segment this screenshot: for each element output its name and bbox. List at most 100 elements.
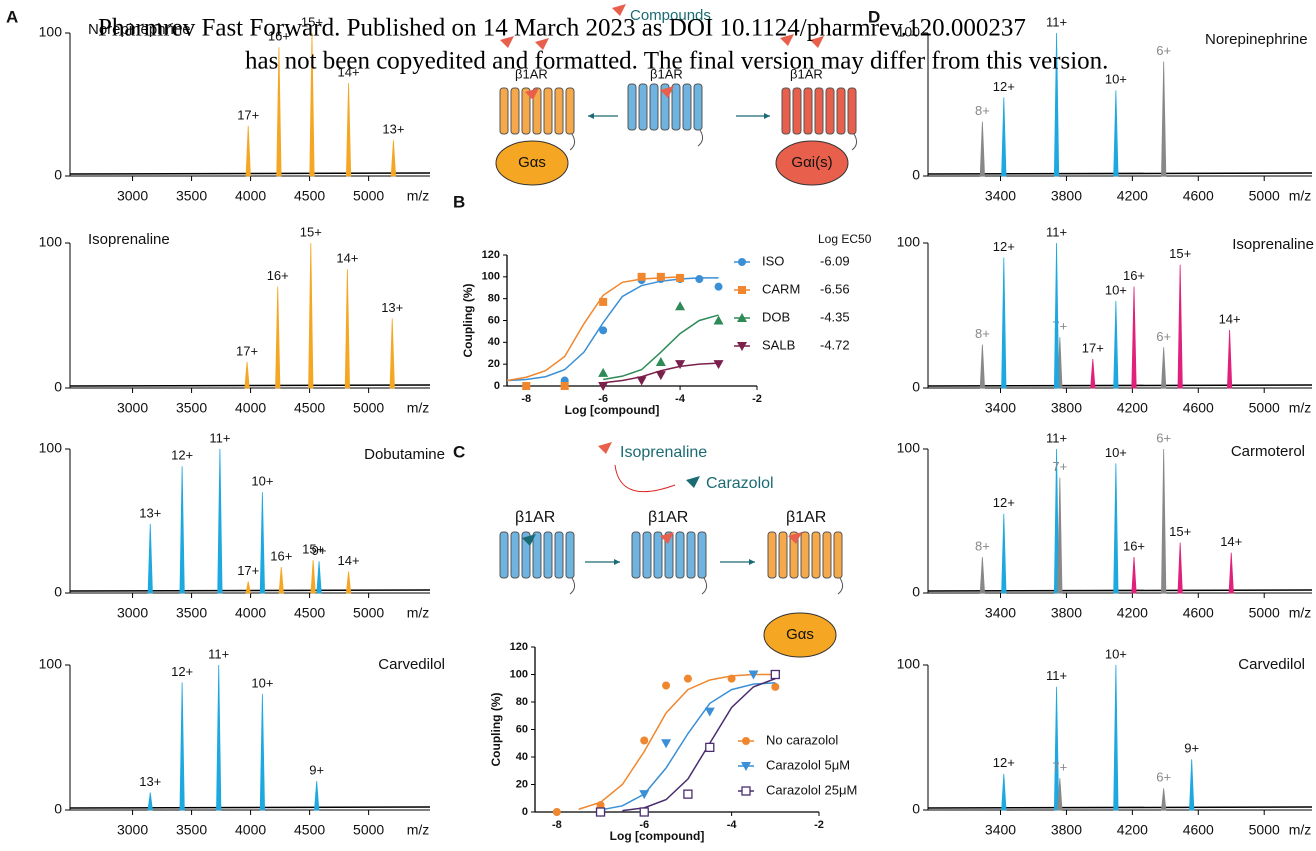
y-tick-label: 100 (897, 234, 921, 250)
y-tick-label: 20 (516, 778, 528, 790)
x-tick-label: 4200 (1117, 605, 1148, 621)
marker (598, 367, 609, 377)
chart-title: Norepinephrine (88, 21, 191, 38)
chart-title: Dobutamine (364, 446, 445, 463)
peak-label: 12+ (171, 448, 193, 463)
x-tick-label: 3400 (985, 188, 1016, 204)
fit-curve (578, 673, 776, 810)
marker (636, 376, 647, 386)
peak (310, 559, 316, 594)
x-tick-label: 4600 (1183, 822, 1214, 838)
peak-label: 15+ (300, 224, 322, 239)
y-tick-label: 120 (510, 641, 528, 653)
peak-label: 12+ (993, 495, 1015, 510)
peak-label: 8+ (975, 103, 990, 118)
x-tick-label: 4500 (294, 188, 325, 204)
marker (661, 739, 672, 749)
peak (259, 492, 266, 594)
marker (705, 742, 715, 753)
helix (510, 87, 520, 135)
peak (308, 242, 314, 389)
helix (803, 87, 813, 135)
helix (532, 87, 542, 135)
helix (554, 87, 564, 135)
marker (748, 670, 759, 680)
peak (979, 344, 986, 389)
legend-marker (741, 762, 751, 771)
baseline-trace (69, 384, 431, 387)
x-tick-label: 3000 (117, 822, 148, 838)
y-tick-label: 100 (897, 440, 921, 456)
peak (979, 121, 986, 177)
peak-label: 11+ (1046, 430, 1067, 445)
marker (560, 382, 569, 390)
legend-marker (737, 313, 747, 322)
x-tick-label: 3500 (176, 188, 207, 204)
helix (671, 83, 681, 131)
peak-label: 13+ (382, 122, 404, 137)
y-tick-label: 0 (522, 806, 528, 818)
peak (1161, 61, 1167, 177)
legend-label: ISO (762, 253, 784, 268)
x-tick-label: 4000 (235, 400, 266, 416)
helix (554, 531, 564, 579)
x-axis-label: Log [compound] (610, 829, 705, 843)
x-tick-label: 4200 (1117, 400, 1148, 416)
peak-label: 10+ (1105, 445, 1127, 460)
chart-title: Carvedilol (378, 656, 445, 673)
peak (1161, 788, 1167, 811)
peak-label: 6+ (1156, 430, 1171, 445)
panel-label: D (868, 7, 880, 26)
receptor-label: β1AR (790, 66, 823, 81)
peak-label: 11+ (208, 646, 229, 661)
receptor-label: β1AR (515, 66, 548, 81)
fit-curve (600, 682, 776, 811)
chart-title: Isoprenaline (88, 231, 170, 248)
helix (532, 531, 542, 579)
fit-curve (506, 276, 681, 382)
g-protein (495, 140, 569, 186)
x-tick-label: 4600 (1183, 188, 1214, 204)
receptor-label: β1AR (650, 66, 683, 81)
peak (1161, 448, 1167, 594)
helix (653, 531, 663, 579)
peak (1131, 556, 1137, 594)
x-tick-label: 5000 (1249, 605, 1280, 621)
peak (389, 318, 395, 389)
peak (1113, 90, 1119, 177)
helix (800, 531, 810, 579)
x-axis-label: m/z (407, 822, 430, 838)
peak (1057, 778, 1063, 811)
peak (1177, 264, 1183, 389)
x-axis-label: m/z (1289, 188, 1312, 204)
helix (638, 83, 648, 131)
marker (662, 681, 671, 690)
legend-label: CARM (762, 281, 800, 296)
marker (640, 736, 649, 745)
tail (837, 577, 844, 595)
g-protein-label: Gαi(s) (791, 154, 832, 171)
helix (664, 531, 674, 579)
ec50-value: -4.35 (820, 309, 850, 324)
x-tick-label: 3500 (176, 605, 207, 621)
x-axis-label: m/z (407, 605, 430, 621)
ligand (660, 86, 674, 98)
helix (631, 531, 641, 579)
helix (781, 87, 791, 135)
y-tick-label: 120 (482, 249, 500, 261)
peak-label: 16+ (270, 549, 292, 564)
peak-label: 14+ (336, 251, 358, 266)
legend-marker (737, 342, 747, 351)
peak-label: 12+ (171, 664, 193, 679)
g-protein (763, 612, 837, 658)
x-tick-label: 5000 (1249, 188, 1280, 204)
tail (569, 133, 576, 151)
ligand (612, 4, 626, 16)
ligand (660, 532, 674, 544)
y-tick-label: 0 (912, 379, 920, 395)
g-protein (775, 140, 849, 186)
x-tick-label: 5000 (1249, 400, 1280, 416)
baseline-trace (927, 589, 1313, 592)
peak-label: 11+ (1046, 224, 1067, 239)
